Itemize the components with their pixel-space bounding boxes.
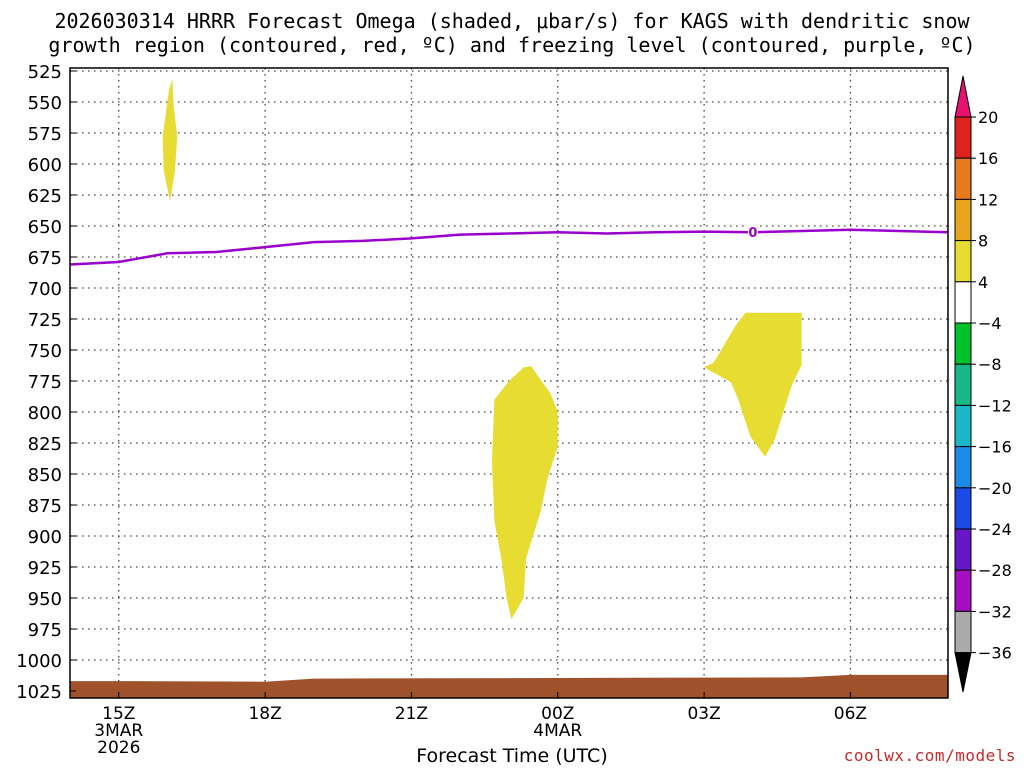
colorbar-label: 20 — [978, 108, 998, 127]
colorbar-swatch — [954, 569, 972, 612]
colorbar-swatch — [954, 198, 972, 242]
freezing-level-label: 0 — [748, 226, 757, 241]
x-tick-label: 18Z — [248, 704, 281, 724]
x-tick-label: 4MAR — [533, 721, 582, 741]
colorbar-swatch — [954, 610, 972, 654]
freezing-level-label-bg — [747, 225, 758, 240]
chart-title-line-1: 2026030314 HRRR Forecast Omega (shaded, … — [54, 9, 970, 33]
omega-upper-region — [162, 78, 178, 202]
colorbar-swatch — [954, 116, 972, 159]
colorbar-swatch — [954, 240, 972, 283]
colorbar-swatch — [954, 322, 972, 365]
x-tick-label: 21Z — [395, 704, 428, 724]
x-axis-title: Forecast Time (UTC) — [416, 745, 608, 767]
y-tick-label: 750 — [28, 341, 62, 362]
colorbar-swatch — [954, 281, 972, 324]
y-tick-label: 800 — [28, 403, 62, 424]
y-tick-label: 1025 — [16, 682, 62, 703]
y-tick-label: 575 — [28, 124, 62, 145]
terrain-fill — [70, 674, 948, 698]
y-tick-label: 825 — [28, 434, 62, 455]
y-tick-label: 625 — [28, 186, 62, 207]
freezing-level-line — [69, 228, 949, 266]
y-tick-label: 925 — [28, 558, 62, 579]
colorbar-label: −24 — [978, 520, 1012, 539]
colorbar-bottom-arrow — [954, 652, 972, 693]
y-tick-label: 950 — [28, 589, 62, 610]
colorbar-label: 16 — [978, 149, 998, 168]
chart-title-line-2: growth region (contoured, red, ºC) and f… — [48, 33, 976, 57]
colorbar-top-arrow — [954, 75, 972, 118]
y-tick-label: 875 — [28, 496, 62, 517]
y-tick-label: 700 — [28, 279, 62, 300]
credit-link[interactable]: coolwx.com/models — [843, 746, 1016, 765]
y-axis: 525 550 575 600 625 650 675 700 725 750 775 800 825 8… — [16, 62, 76, 703]
colorbar-label: 12 — [978, 190, 998, 209]
colorbar-swatch — [954, 404, 972, 448]
y-tick-label: 650 — [28, 217, 62, 238]
colorbar-label: −32 — [978, 602, 1012, 621]
x-tick-label: 06Z — [834, 704, 867, 724]
colorbar-swatch — [954, 157, 972, 200]
colorbar: 20 16 12 8 4 −4 −8 −12 −16 −20 −24 −28 −32 −36 — [954, 75, 1012, 693]
y-tick-label: 900 — [28, 527, 62, 548]
y-tick-label: 1000 — [16, 651, 62, 672]
y-tick-label: 975 — [28, 620, 62, 641]
colorbar-swatch — [954, 487, 972, 530]
y-tick-label: 550 — [28, 93, 62, 114]
terrain-layer — [70, 674, 948, 698]
colorbar-swatch — [954, 446, 972, 489]
colorbar-swatch — [954, 528, 972, 571]
omega-central-region — [491, 366, 558, 620]
colorbar-label: −8 — [978, 355, 1002, 374]
colorbar-label: 8 — [978, 232, 988, 251]
x-tick-label: 3MAR — [94, 721, 143, 741]
freezing-level-layer: 0 — [69, 225, 949, 266]
y-tick-label: 725 — [28, 310, 62, 331]
colorbar-label: −4 — [978, 314, 1002, 333]
omega-layer — [162, 78, 802, 620]
omega-right-region — [704, 312, 802, 457]
y-tick-label: 675 — [28, 248, 62, 269]
x-tick-label: 00Z — [541, 704, 574, 724]
colorbar-label: −16 — [978, 438, 1012, 457]
colorbar-label: −12 — [978, 396, 1012, 415]
y-tick-label: 850 — [28, 465, 62, 486]
colorbar-swatch — [954, 363, 972, 406]
y-tick-label: 775 — [28, 372, 62, 393]
colorbar-label: −36 — [978, 644, 1012, 663]
x-tick-label: 03Z — [687, 704, 720, 724]
x-tick-label: 2026 — [97, 738, 140, 758]
colorbar-label: −20 — [978, 479, 1012, 498]
colorbar-label: −28 — [978, 561, 1012, 580]
x-tick-label: 15Z — [102, 704, 135, 724]
plot-frame — [69, 67, 949, 699]
y-tick-label: 525 — [28, 62, 62, 83]
colorbar-label: 4 — [978, 273, 988, 292]
y-tick-label: 600 — [28, 155, 62, 176]
